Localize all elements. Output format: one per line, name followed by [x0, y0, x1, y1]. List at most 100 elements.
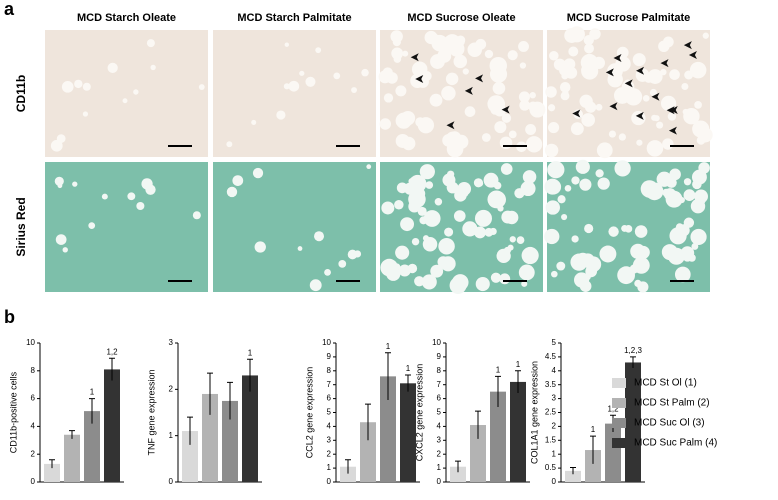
error-bar	[247, 358, 253, 392]
vacuole	[618, 133, 627, 141]
vacuole	[386, 72, 398, 84]
arrowhead	[475, 74, 484, 83]
vacuole	[661, 244, 678, 261]
vacuole	[442, 133, 456, 147]
vacuole	[198, 84, 205, 90]
vacuole	[254, 241, 266, 253]
error-bar	[187, 416, 193, 445]
vacuole	[391, 47, 404, 60]
arrowhead	[410, 53, 419, 62]
y-tick-label: 0	[327, 477, 332, 486]
legend-swatch	[612, 418, 626, 428]
vacuole	[551, 270, 558, 278]
vacuole	[669, 168, 681, 181]
significance-label: 1	[591, 425, 596, 434]
vacuole	[642, 94, 650, 102]
vacuole	[430, 54, 445, 69]
y-tick-label: 7	[437, 380, 442, 389]
vacuole	[682, 108, 689, 115]
vacuole	[50, 139, 63, 152]
vacuole	[649, 88, 658, 97]
vacuole	[415, 117, 425, 127]
arrowhead	[651, 92, 660, 101]
scale-bar	[670, 280, 694, 282]
vacuole	[55, 234, 67, 245]
vacuole	[529, 92, 536, 99]
column-title: MCD Sucrose Palmitate	[567, 12, 690, 24]
bar	[470, 425, 486, 482]
vacuole	[283, 83, 290, 90]
vacuole	[584, 223, 594, 234]
vacuole	[395, 112, 412, 129]
column-title: MCD Starch Palmitate	[237, 12, 351, 24]
vacuole	[683, 178, 692, 186]
y-tick-label: 2	[169, 384, 174, 393]
micrograph	[45, 162, 208, 292]
vacuole	[443, 34, 462, 52]
vacuole	[656, 121, 664, 129]
vacuole	[421, 274, 437, 290]
vacuole	[146, 39, 155, 48]
vacuole	[324, 268, 331, 276]
vacuole	[490, 272, 502, 283]
vacuole	[689, 61, 707, 79]
vacuole	[145, 184, 156, 195]
y-tick-label: 4	[552, 366, 557, 375]
vacuole	[407, 263, 418, 274]
y-tick-label: 8	[327, 366, 332, 375]
vacuole	[581, 113, 596, 127]
vacuole	[62, 247, 68, 253]
vacuole	[651, 114, 658, 121]
vacuole	[82, 111, 89, 117]
y-tick-label: 0	[552, 477, 557, 486]
y-tick-label: 2.5	[545, 408, 557, 417]
vacuole	[646, 140, 664, 157]
vacuole	[571, 235, 579, 243]
vacuole	[400, 217, 415, 232]
y-tick-label: 9	[327, 352, 332, 361]
vacuole	[645, 182, 664, 201]
y-tick-label: 4	[31, 422, 36, 431]
vacuole	[408, 200, 421, 213]
vacuole	[683, 189, 696, 202]
vacuole	[525, 136, 543, 153]
vacuole	[484, 227, 494, 237]
bar	[340, 466, 356, 482]
y-axis-label: CXCL2 gene expression	[414, 364, 424, 462]
vacuole	[419, 164, 435, 180]
bar	[585, 450, 601, 482]
bar	[202, 393, 218, 482]
vacuole	[702, 32, 709, 39]
vacuole	[408, 178, 415, 185]
vacuole	[54, 176, 64, 186]
y-tick-label: 1	[437, 463, 442, 472]
y-tick-label: 8	[437, 366, 442, 375]
y-tick-label: 2	[437, 449, 442, 458]
vacuole	[393, 55, 402, 63]
micrograph	[45, 30, 208, 157]
vacuole	[453, 210, 466, 222]
vacuole	[518, 264, 535, 281]
vacuole	[514, 188, 525, 199]
error-bar	[207, 372, 213, 415]
vacuole	[662, 138, 674, 150]
legend-swatch	[612, 398, 626, 408]
y-tick-label: 1	[552, 449, 557, 458]
scale-bar	[336, 280, 360, 282]
vacuole	[595, 169, 604, 178]
vacuole	[631, 110, 646, 126]
vacuole	[414, 276, 425, 287]
vacuole	[366, 164, 372, 170]
scale-bar	[168, 145, 192, 147]
vacuole	[508, 130, 517, 139]
arrowhead	[660, 59, 669, 68]
vacuole	[690, 198, 706, 214]
y-tick-label: 6	[327, 394, 332, 403]
vacuole	[150, 64, 156, 71]
vacuole	[501, 113, 512, 123]
y-tick-label: 5	[327, 408, 332, 417]
vacuole	[438, 237, 455, 255]
scale-bar	[670, 145, 694, 147]
vacuole	[545, 200, 560, 215]
scale-bar	[336, 145, 360, 147]
